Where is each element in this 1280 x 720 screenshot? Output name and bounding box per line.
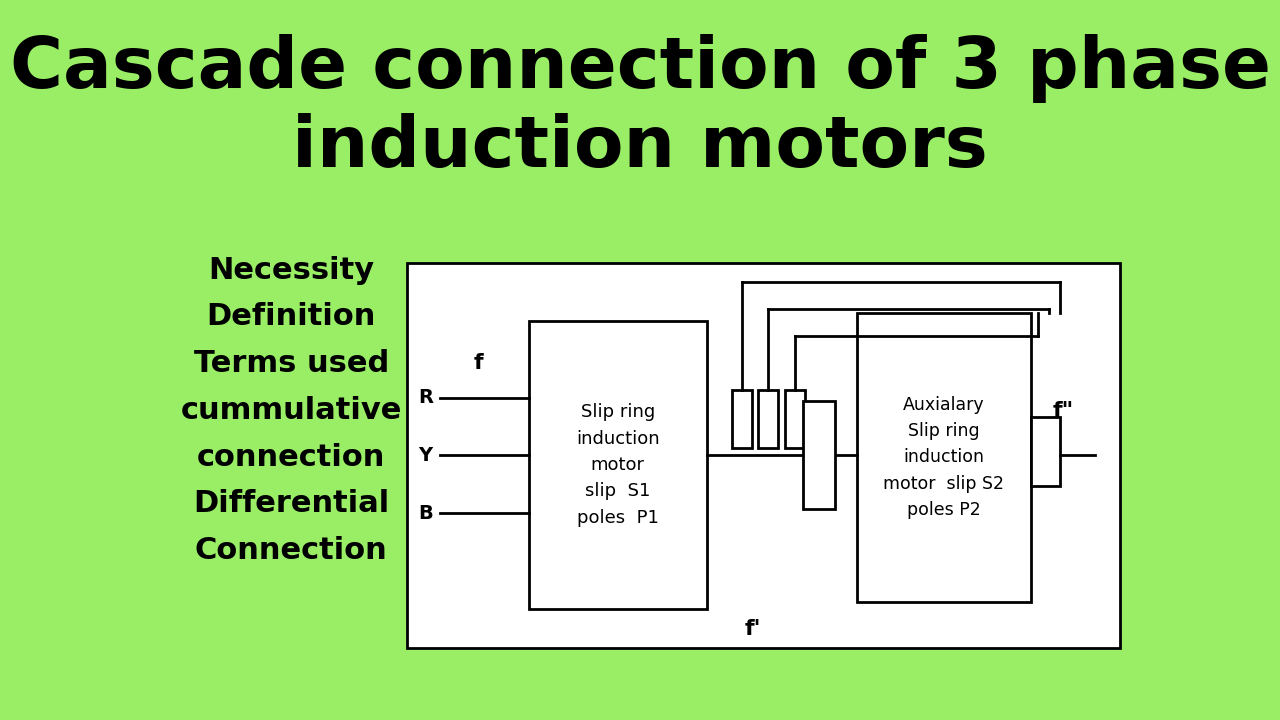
Text: Y: Y <box>419 446 433 465</box>
Text: R: R <box>417 388 433 407</box>
Text: Cascade connection of 3 phase: Cascade connection of 3 phase <box>9 34 1271 103</box>
Text: B: B <box>417 504 433 523</box>
Text: Auxialary
Slip ring
induction
motor  slip S2
poles P2: Auxialary Slip ring induction motor slip… <box>883 395 1005 519</box>
Text: connection: connection <box>197 443 385 472</box>
FancyBboxPatch shape <box>1032 417 1060 486</box>
Text: f': f' <box>745 618 762 639</box>
FancyBboxPatch shape <box>803 402 835 509</box>
Text: Differential: Differential <box>193 490 389 518</box>
Text: induction motors: induction motors <box>292 113 988 182</box>
Text: Terms used: Terms used <box>193 349 389 378</box>
Text: Definition: Definition <box>206 302 376 331</box>
FancyBboxPatch shape <box>732 390 751 448</box>
FancyBboxPatch shape <box>758 390 778 448</box>
FancyBboxPatch shape <box>785 390 805 448</box>
FancyBboxPatch shape <box>856 313 1032 602</box>
FancyBboxPatch shape <box>529 320 707 609</box>
Text: Slip ring
induction
motor
slip  S1
poles  P1: Slip ring induction motor slip S1 poles … <box>576 403 659 527</box>
Text: Connection: Connection <box>195 536 388 565</box>
FancyBboxPatch shape <box>407 263 1120 648</box>
Text: f": f" <box>1052 401 1074 421</box>
Text: f: f <box>474 353 484 373</box>
Text: cummulative: cummulative <box>180 396 402 425</box>
Text: Necessity: Necessity <box>209 256 374 284</box>
